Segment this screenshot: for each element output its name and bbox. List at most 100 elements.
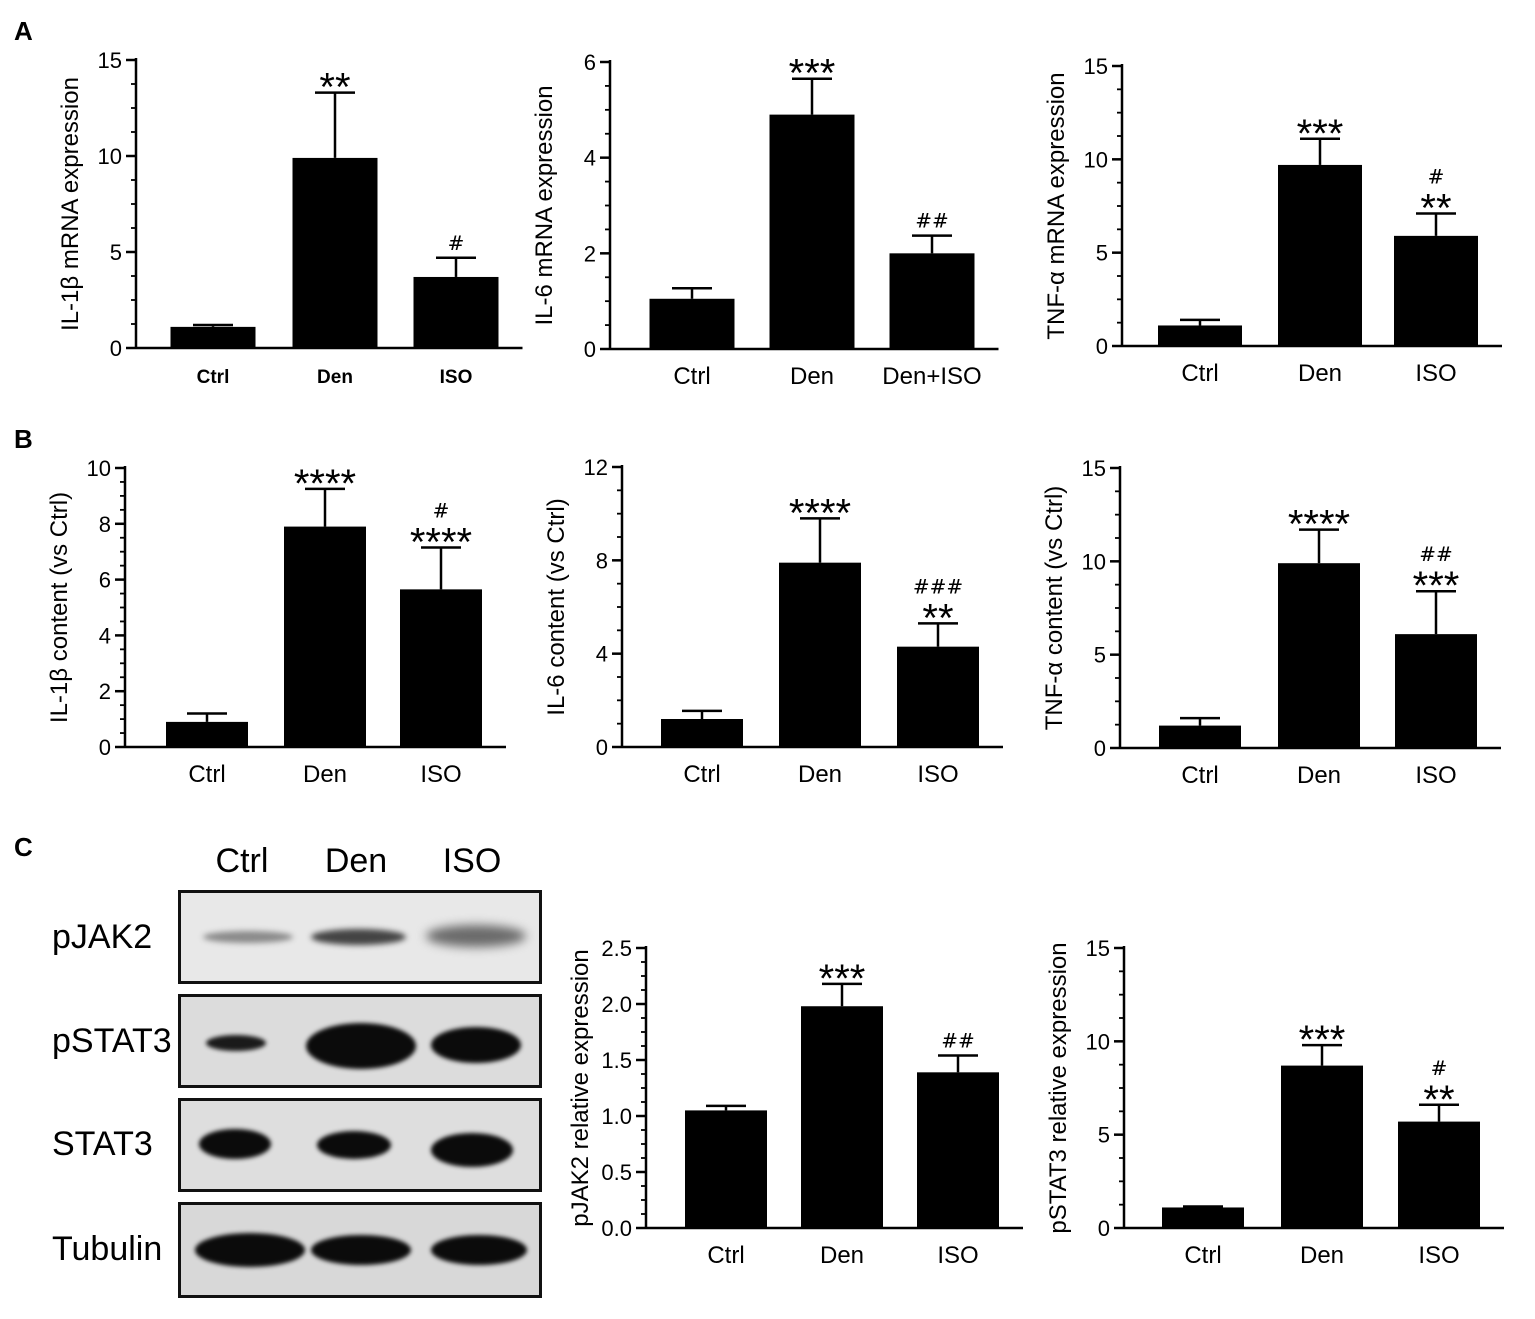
blot-row-label-pstat3: pSTAT3 <box>52 1022 172 1060</box>
chart-1-bar-0 <box>170 326 256 348</box>
chart-4-ytick-label-1: 2 <box>99 679 111 704</box>
chart-5-ytick-label-2: 8 <box>596 548 608 573</box>
chart-5-bar-0 <box>661 719 743 747</box>
chart-3-annotation-2-0: # <box>1428 164 1445 188</box>
chart-1-ylabel: IL-1β mRNA expression <box>57 77 84 331</box>
chart-2-ytick-label-1: 2 <box>584 241 596 266</box>
chart-8-bar-0 <box>1162 1207 1244 1228</box>
chart-5-ytick-label-1: 4 <box>596 642 608 667</box>
chart-1-ytick-label-0: 0 <box>110 336 122 361</box>
chart-7-category-0: Ctrl <box>707 1242 744 1269</box>
chart-3-ylabel: TNF-α mRNA expression <box>1043 72 1070 339</box>
chart-8-category-2: ISO <box>1418 1242 1459 1269</box>
chart-3-ytick-label-3: 15 <box>1084 54 1108 79</box>
chart-2-ylabel: IL-6 mRNA expression <box>531 85 558 325</box>
band-tubulin-den <box>311 1235 411 1265</box>
chart-5-annotation-1-0: **** <box>789 491 851 535</box>
chart-2-category-0: Ctrl <box>673 363 710 390</box>
blot-row-label-stat3: STAT3 <box>52 1125 153 1163</box>
chart-4-bar-1 <box>284 526 366 747</box>
chart-4-ytick-label-4: 8 <box>99 512 111 537</box>
band-tubulin-iso <box>431 1235 527 1265</box>
chart-6-ytick-label-3: 15 <box>1082 456 1106 481</box>
chart-3-annotation-1-0: *** <box>1297 112 1344 156</box>
chart-5-annotation-2-0: ### <box>913 574 963 598</box>
chart-6-ylabel: TNF-α content (vs Ctrl) <box>1041 486 1068 731</box>
chart-1-ytick-label-2: 10 <box>98 144 122 169</box>
chart-1-category-0: Ctrl <box>197 367 230 388</box>
panel-letter-c: C <box>14 832 33 862</box>
band-stat3-iso <box>431 1133 513 1167</box>
chart-1-ytick-label-1: 5 <box>110 240 122 265</box>
chart-3-category-1: Den <box>1298 360 1342 387</box>
blot-strip-pstat3 <box>178 994 542 1088</box>
band-pstat3-den <box>306 1023 416 1069</box>
chart-1-annotation-1-0: ** <box>319 66 350 110</box>
chart-4-ytick-label-0: 0 <box>99 735 111 760</box>
chart-4-ytick-label-5: 10 <box>87 456 111 481</box>
chart-8-annotation-1-0: *** <box>1299 1018 1346 1062</box>
chart-4-annotation-2-1: **** <box>410 521 472 565</box>
chart-4-category-2: ISO <box>420 761 461 788</box>
chart-5-annotation-2-1: ** <box>922 596 953 640</box>
chart-8-annotation-2-1: ** <box>1423 1078 1454 1122</box>
chart-4-annotation-2-0: # <box>433 499 450 523</box>
chart-7-ytick-label-1: 0.5 <box>601 1160 632 1185</box>
chart-2-annotation-2-0: ## <box>915 209 949 233</box>
chart-4-bar-0 <box>166 721 248 747</box>
chart-8-bar-2 <box>1398 1121 1480 1228</box>
chart-6-bar-0 <box>1159 725 1241 748</box>
chart-6-category-1: Den <box>1297 762 1341 789</box>
chart-7-annotation-1-0: *** <box>819 957 866 1001</box>
chart-6-bar-2 <box>1395 634 1477 748</box>
chart-6-ytick-label-1: 5 <box>1094 643 1106 668</box>
chart-2-bar-0 <box>649 298 735 349</box>
chart-1-bar-2 <box>413 276 499 348</box>
chart-3-category-2: ISO <box>1415 360 1456 387</box>
chart-4-ytick-label-3: 6 <box>99 568 111 593</box>
chart-6-ytick-label-0: 0 <box>1094 736 1106 761</box>
chart-8-ytick-label-3: 15 <box>1086 936 1110 961</box>
chart-7-annotation-2-0: ## <box>941 1029 975 1053</box>
chart-1-category-2: ISO <box>440 367 473 388</box>
chart-7-ytick-label-2: 1.0 <box>601 1104 632 1129</box>
chart-8-bar-1 <box>1281 1065 1363 1228</box>
chart-3-ytick-label-2: 10 <box>1084 147 1108 172</box>
chart-7-category-1: Den <box>820 1242 864 1269</box>
chart-3-annotation-2-1: ** <box>1420 186 1451 230</box>
chart-7-ytick-label-4: 2.0 <box>601 992 632 1017</box>
chart-6-annotation-1-0: **** <box>1288 503 1350 547</box>
chart-7-bar-1 <box>801 1006 883 1228</box>
chart-7-ylabel: pJAK2 relative expression <box>567 949 594 1226</box>
chart-2-ytick-label-0: 0 <box>584 337 596 362</box>
chart-4-annotation-1-0: **** <box>294 462 356 506</box>
chart-3-bar-1 <box>1278 164 1362 346</box>
band-pjak2-iso <box>426 925 526 947</box>
blot-column-iso: ISO <box>442 842 502 880</box>
chart-6-annotation-2-1: *** <box>1413 564 1460 608</box>
blot-strip-pjak2 <box>178 890 542 984</box>
blot-column-den: Den <box>324 842 388 880</box>
chart-8-category-0: Ctrl <box>1184 1242 1221 1269</box>
chart-8-ylabel: pSTAT3 relative expression <box>1045 942 1072 1233</box>
blot-strip-tubulin <box>178 1202 542 1298</box>
chart-8-ytick-label-2: 10 <box>1086 1029 1110 1054</box>
chart-3-bar-2 <box>1394 235 1478 346</box>
chart-3-category-0: Ctrl <box>1181 360 1218 387</box>
chart-5-category-2: ISO <box>917 761 958 788</box>
chart-4-category-0: Ctrl <box>188 761 225 788</box>
chart-6-ytick-label-2: 10 <box>1082 549 1106 574</box>
chart-5-ytick-label-0: 0 <box>596 735 608 760</box>
band-tubulin-ctrl <box>195 1233 305 1267</box>
chart-8-annotation-2-0: # <box>1431 1056 1448 1080</box>
chart-2-category-1: Den <box>790 363 834 390</box>
chart-6-annotation-2-0: ## <box>1419 542 1453 566</box>
band-pjak2-den <box>311 929 406 945</box>
chart-2-ytick-label-2: 4 <box>584 146 596 171</box>
panel-letter-a: A <box>14 16 33 46</box>
chart-8-category-1: Den <box>1300 1242 1344 1269</box>
chart-1-bar-1 <box>292 157 378 348</box>
chart-2-category-2: Den+ISO <box>882 363 981 390</box>
chart-6-bar-1 <box>1278 563 1360 748</box>
